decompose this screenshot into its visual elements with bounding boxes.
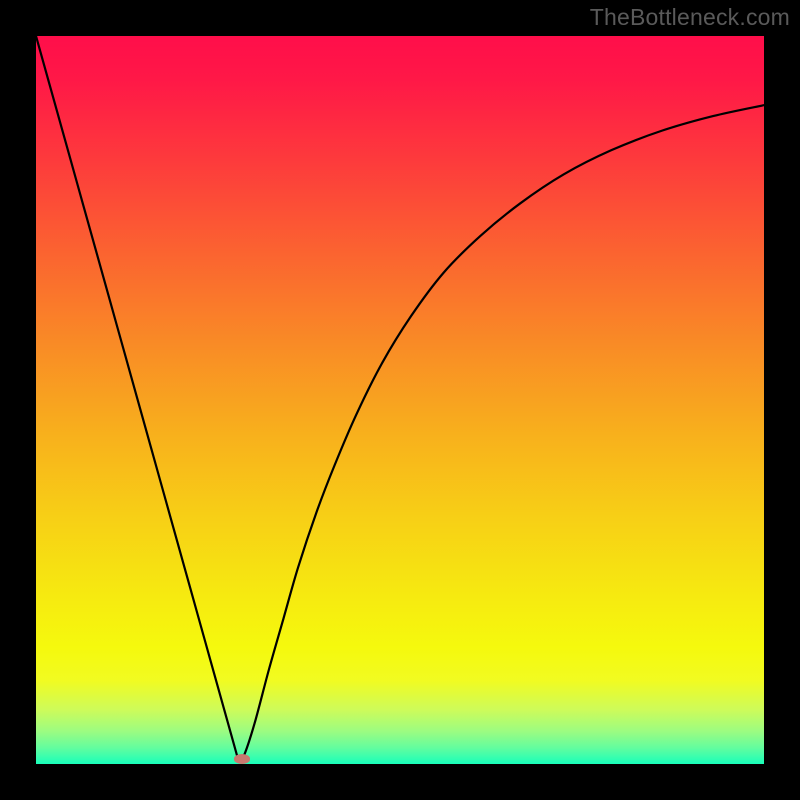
plot-area bbox=[36, 36, 764, 764]
minimum-marker bbox=[234, 754, 250, 764]
bottleneck-curve bbox=[36, 36, 764, 764]
chart-frame: TheBottleneck.com bbox=[0, 0, 800, 800]
watermark-text: TheBottleneck.com bbox=[590, 4, 790, 31]
